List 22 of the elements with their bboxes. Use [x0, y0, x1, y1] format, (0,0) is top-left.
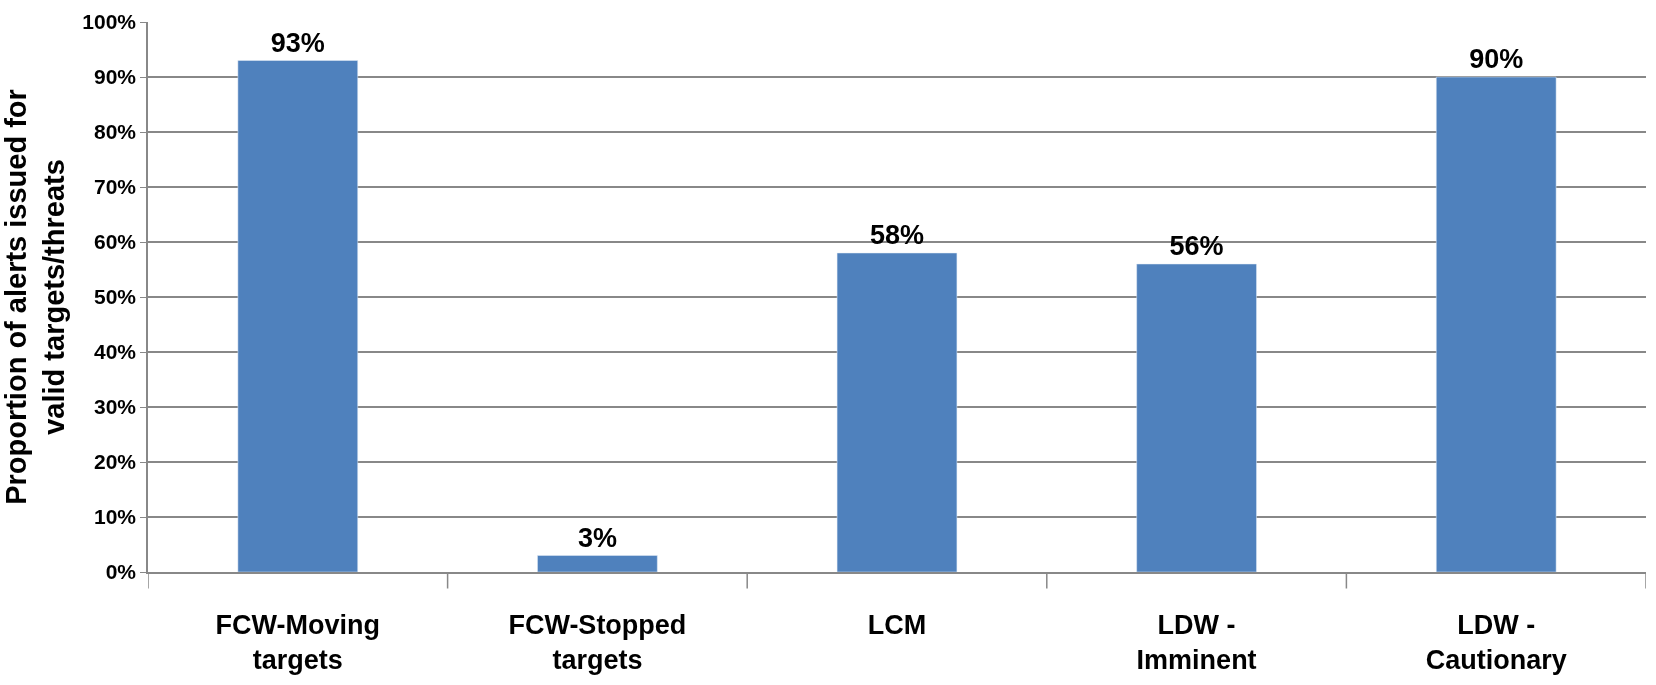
x-tick-label: LDW - Imminent	[1136, 610, 1257, 676]
y-tick-label: 10%	[94, 505, 137, 529]
x-tick-label: FCW-Stopped targets	[508, 610, 687, 676]
y-tick-label: 80%	[94, 120, 137, 144]
y-tick-label: 40%	[94, 340, 137, 364]
data-label: 58%	[869, 220, 925, 250]
x-tick-label: FCW-Moving targets	[215, 610, 381, 676]
y-tick-label: 30%	[94, 395, 137, 419]
x-tick-label: LCM	[867, 610, 927, 641]
data-label: 90%	[1469, 44, 1524, 74]
y-tick-label: 0%	[105, 560, 137, 584]
data-label: 3%	[577, 522, 617, 553]
y-tick-label: 90%	[94, 65, 137, 89]
y-tick-label: 70%	[94, 175, 137, 199]
x-tick-label: LDW - Cautionary	[1425, 610, 1567, 676]
data-label: 93%	[270, 27, 325, 58]
y-tick-label: 50%	[94, 285, 137, 309]
y-tick-label: 60%	[94, 230, 137, 254]
y-tick-label: 20%	[94, 450, 137, 474]
y-axis-title: Proportion of alerts issued for valid targets/threats	[0, 89, 70, 505]
data-label: 56%	[1169, 231, 1224, 261]
y-tick-label: 100%	[82, 10, 137, 34]
